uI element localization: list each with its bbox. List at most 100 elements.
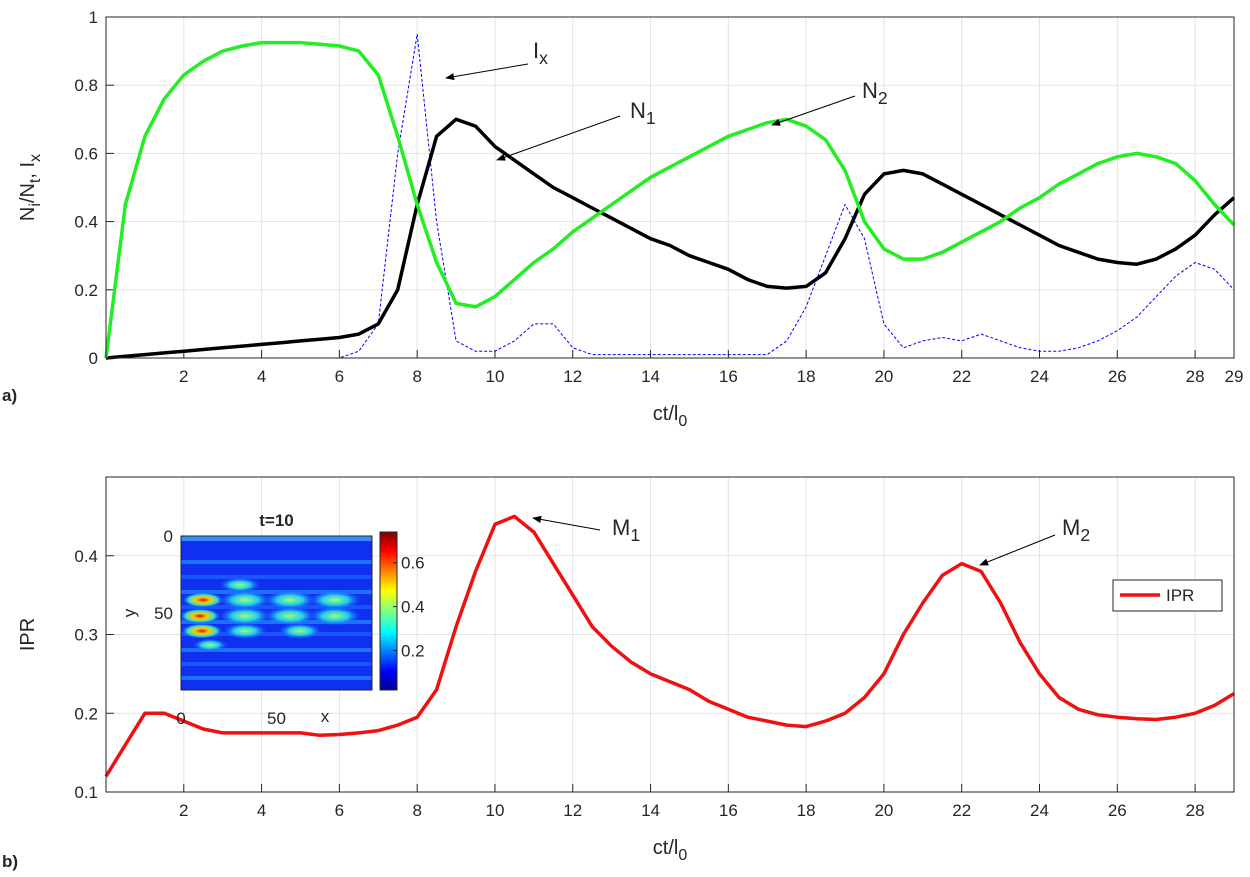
x-tick-label: 6 [335, 367, 344, 386]
heatmap-blob [308, 590, 362, 610]
x-tick-label: 18 [797, 367, 816, 386]
colorbar-tick-label: 0.6 [401, 554, 425, 573]
text-part: ct/l [653, 403, 679, 425]
annotation-arrow [445, 63, 529, 81]
x-tick-label: 14 [641, 367, 660, 386]
annotation-arrow [979, 534, 1056, 566]
subscript: 1 [630, 525, 640, 545]
text-part: IPR [17, 618, 39, 651]
x-tick-label: 22 [952, 801, 971, 820]
heatmap-blob [181, 623, 223, 639]
legend: IPR [1112, 579, 1223, 612]
text-part: M [1062, 515, 1080, 540]
annotation: N1 [630, 98, 656, 128]
heatmap-band [181, 632, 372, 636]
x-tick-label: 2 [179, 801, 188, 820]
colorbar-tick-label: 0.2 [401, 642, 425, 661]
x-tick-label: 28 [1186, 801, 1205, 820]
x-tick-label: 16 [719, 367, 738, 386]
heatmap-blob [219, 577, 261, 593]
x-tick-label: 18 [797, 801, 816, 820]
x-tick-label: 4 [257, 367, 266, 386]
y-tick-label: 0.2 [74, 704, 98, 723]
y-tick-label: 0.3 [74, 626, 98, 645]
heatmap-band [181, 662, 372, 666]
legend-label: IPR [1166, 586, 1194, 605]
inset-x-tick-label: 50 [267, 709, 286, 728]
heatmap-blob [218, 590, 272, 610]
data-line [104, 514, 1235, 778]
subscript: 2 [878, 88, 888, 108]
text-part: N [630, 98, 646, 123]
annotation: M1 [612, 515, 640, 545]
heatmap-blob [192, 638, 228, 652]
y-axis-label: Ni/Nt, Ix [17, 154, 44, 221]
x-tick-label: 10 [486, 367, 505, 386]
x-tick-label: 14 [641, 801, 660, 820]
inset-y-label: y [120, 608, 139, 617]
text-part: I [533, 38, 539, 63]
x-tick-label: 8 [412, 801, 421, 820]
inset-y-tick-label: 0 [164, 527, 173, 546]
x-tick-label: 24 [1030, 367, 1049, 386]
annotation: Ix [533, 38, 548, 68]
inset-heatmap [179, 535, 373, 691]
x-tick-label: 29 [1225, 367, 1244, 386]
x-tick-label: 12 [563, 367, 582, 386]
heatmap-blob [218, 606, 272, 626]
text-part: N [862, 78, 878, 103]
x-tick-label: 16 [719, 801, 738, 820]
x-tick-label: 10 [486, 801, 505, 820]
x-tick-label: 8 [412, 367, 421, 386]
y-tick-label: 0.8 [74, 76, 98, 95]
subscript: 1 [646, 108, 656, 128]
x-axis-label: ct/l0 [653, 403, 688, 430]
heatmap-blob [182, 592, 224, 608]
x-tick-label: 28 [1186, 367, 1205, 386]
x-tick-label: 20 [874, 367, 893, 386]
y-axis-label: IPR [17, 618, 39, 651]
x-tick-label: 26 [1108, 801, 1127, 820]
annotation: M2 [1062, 515, 1090, 545]
heatmap-blob [263, 606, 317, 626]
annotation-arrow [496, 115, 621, 161]
x-axis-label: ct/l0 [653, 837, 688, 864]
y-tick-label: 0.2 [74, 281, 98, 300]
inset-y-tick-label: 50 [154, 604, 173, 623]
heatmap-blob [308, 606, 362, 626]
axes-box [105, 476, 1235, 793]
subscript: i [27, 203, 44, 207]
x-tick-label: 4 [257, 801, 266, 820]
y-tick-label: 1 [89, 8, 98, 27]
heatmap-blob [222, 622, 268, 640]
x-tick-label: 24 [1030, 801, 1049, 820]
x-tick-label: 6 [335, 801, 344, 820]
panel-label: b) [2, 852, 18, 871]
colorbar-tick-label: 0.4 [401, 598, 425, 617]
inset-title: t=10 [259, 511, 294, 530]
heatmap-blob [277, 622, 323, 640]
x-tick-label: 22 [952, 367, 971, 386]
inset-x-tick-label: 0 [176, 709, 185, 728]
text-part: /N [17, 183, 39, 203]
heatmap-frame [180, 535, 373, 691]
plot-area [106, 17, 1234, 358]
data-line [104, 40, 1236, 359]
heatmap-band [181, 575, 372, 579]
heatmap-blob [179, 608, 221, 624]
subscript: x [27, 154, 44, 162]
heatmap-band [181, 648, 372, 652]
x-tick-label: 20 [874, 801, 893, 820]
heatmap-band [181, 560, 372, 564]
annotation-arrow [771, 95, 856, 126]
y-tick-label: 0.4 [74, 547, 98, 566]
x-tick-label: 26 [1108, 367, 1127, 386]
subscript: 0 [678, 847, 687, 864]
y-tick-label: 0.4 [74, 213, 98, 232]
annotation-arrow [532, 515, 601, 531]
text-part: N [17, 207, 39, 221]
text-part: , I [17, 162, 39, 179]
subscript: t [27, 178, 44, 183]
x-tick-label: 2 [179, 367, 188, 386]
